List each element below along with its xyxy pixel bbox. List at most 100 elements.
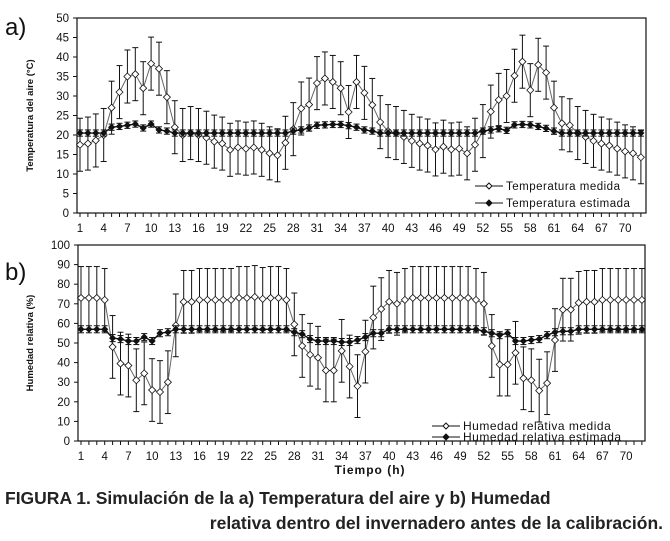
data-point: [385, 325, 393, 333]
data-point: [116, 335, 125, 343]
data-point: [583, 325, 591, 333]
x-tick-label: 37: [358, 223, 371, 235]
data-point: [455, 129, 463, 137]
data-point: [630, 325, 638, 333]
data-point: [140, 369, 149, 378]
x-tick-label: 10: [146, 451, 159, 463]
y-tick-label: 0: [64, 436, 70, 448]
data-point: [637, 129, 645, 137]
series-estimated: [77, 325, 646, 347]
data-point: [496, 331, 504, 339]
data-point: [163, 127, 171, 135]
data-point: [147, 59, 156, 68]
data-point: [148, 385, 157, 395]
data-point: [542, 124, 550, 132]
y-tick-label: 10: [57, 416, 70, 428]
data-point: [290, 328, 298, 336]
data-point: [242, 293, 251, 302]
data-point: [353, 382, 362, 391]
data-point: [195, 295, 204, 304]
data-point: [107, 103, 116, 112]
caption-line-2: relativa dentro del invernadero antes de…: [209, 513, 663, 533]
data-point: [211, 295, 220, 304]
x-tick-label: 19: [216, 223, 229, 235]
data-point: [637, 295, 646, 304]
data-point: [337, 120, 345, 129]
data-point: [281, 129, 289, 137]
data-point: [298, 341, 307, 351]
panel-a: a) 0 5 10 15 20 25 30 35 40 45 50 1 4 7 10 13 16 19 22 25 28 3…: [5, 13, 647, 235]
data-point: [558, 129, 566, 137]
data-point: [423, 141, 432, 150]
data-point: [369, 313, 378, 322]
data-point: [321, 121, 329, 129]
data-point: [306, 350, 315, 359]
data-point: [455, 144, 464, 153]
data-point: [622, 325, 630, 333]
data-point: [100, 295, 109, 304]
data-point: [202, 129, 210, 137]
x-tick-label: 28: [288, 451, 301, 463]
data-point: [211, 325, 219, 333]
data-point: [84, 293, 93, 302]
data-point: [195, 325, 204, 333]
x-tick-label: 13: [168, 223, 181, 235]
data-point: [250, 129, 258, 137]
data-point: [590, 297, 599, 306]
data-point: [139, 124, 147, 132]
data-point: [242, 129, 250, 137]
data-point: [582, 297, 591, 306]
y-tick-label: 0: [63, 208, 69, 220]
data-point: [163, 378, 172, 387]
data-point: [416, 293, 425, 302]
data-point: [464, 293, 473, 302]
data-point: [155, 126, 163, 134]
data-point: [495, 125, 503, 133]
x-tick-label: 46: [430, 451, 443, 463]
data-point: [273, 129, 282, 137]
data-point: [606, 295, 615, 304]
x-tick-label: 22: [241, 451, 254, 463]
data-point: [590, 325, 599, 333]
plot-frame: [77, 244, 646, 442]
data-point: [218, 129, 226, 137]
data-point: [194, 129, 203, 137]
data-point: [470, 140, 480, 149]
data-point: [613, 144, 622, 153]
x-tick-label: 25: [264, 451, 277, 463]
data-point: [535, 386, 544, 395]
data-point: [440, 293, 449, 302]
data-point: [123, 72, 132, 81]
x-tick-label: 52: [478, 451, 491, 463]
data-point: [400, 295, 409, 304]
data-point: [188, 325, 196, 333]
data-point: [147, 120, 155, 128]
x-tick-label: 61: [549, 451, 562, 463]
data-point: [597, 129, 605, 137]
data-point: [424, 129, 432, 137]
data-point: [273, 151, 282, 160]
data-point: [447, 145, 456, 154]
data-point: [243, 325, 251, 333]
data-point: [549, 103, 559, 112]
x-tick-label: 25: [263, 223, 276, 235]
x-tick-label: 67: [596, 451, 609, 463]
series-measured: [75, 34, 645, 185]
data-point: [431, 129, 440, 137]
data-point: [542, 68, 551, 77]
x-tick-label: 10: [145, 223, 158, 235]
x-tick-label: 49: [454, 451, 467, 463]
data-point: [336, 84, 345, 93]
data-point: [329, 120, 337, 129]
data-point: [425, 325, 433, 333]
y-tick-label: 70: [57, 299, 70, 311]
data-point: [431, 145, 440, 154]
y-tick-label: 100: [51, 240, 70, 252]
data-point: [432, 325, 441, 333]
data-point: [439, 129, 447, 137]
x-tick-label: 61: [548, 223, 561, 235]
data-point: [100, 129, 108, 137]
data-point: [361, 347, 370, 356]
data-point: [377, 329, 385, 337]
data-point: [557, 119, 566, 128]
